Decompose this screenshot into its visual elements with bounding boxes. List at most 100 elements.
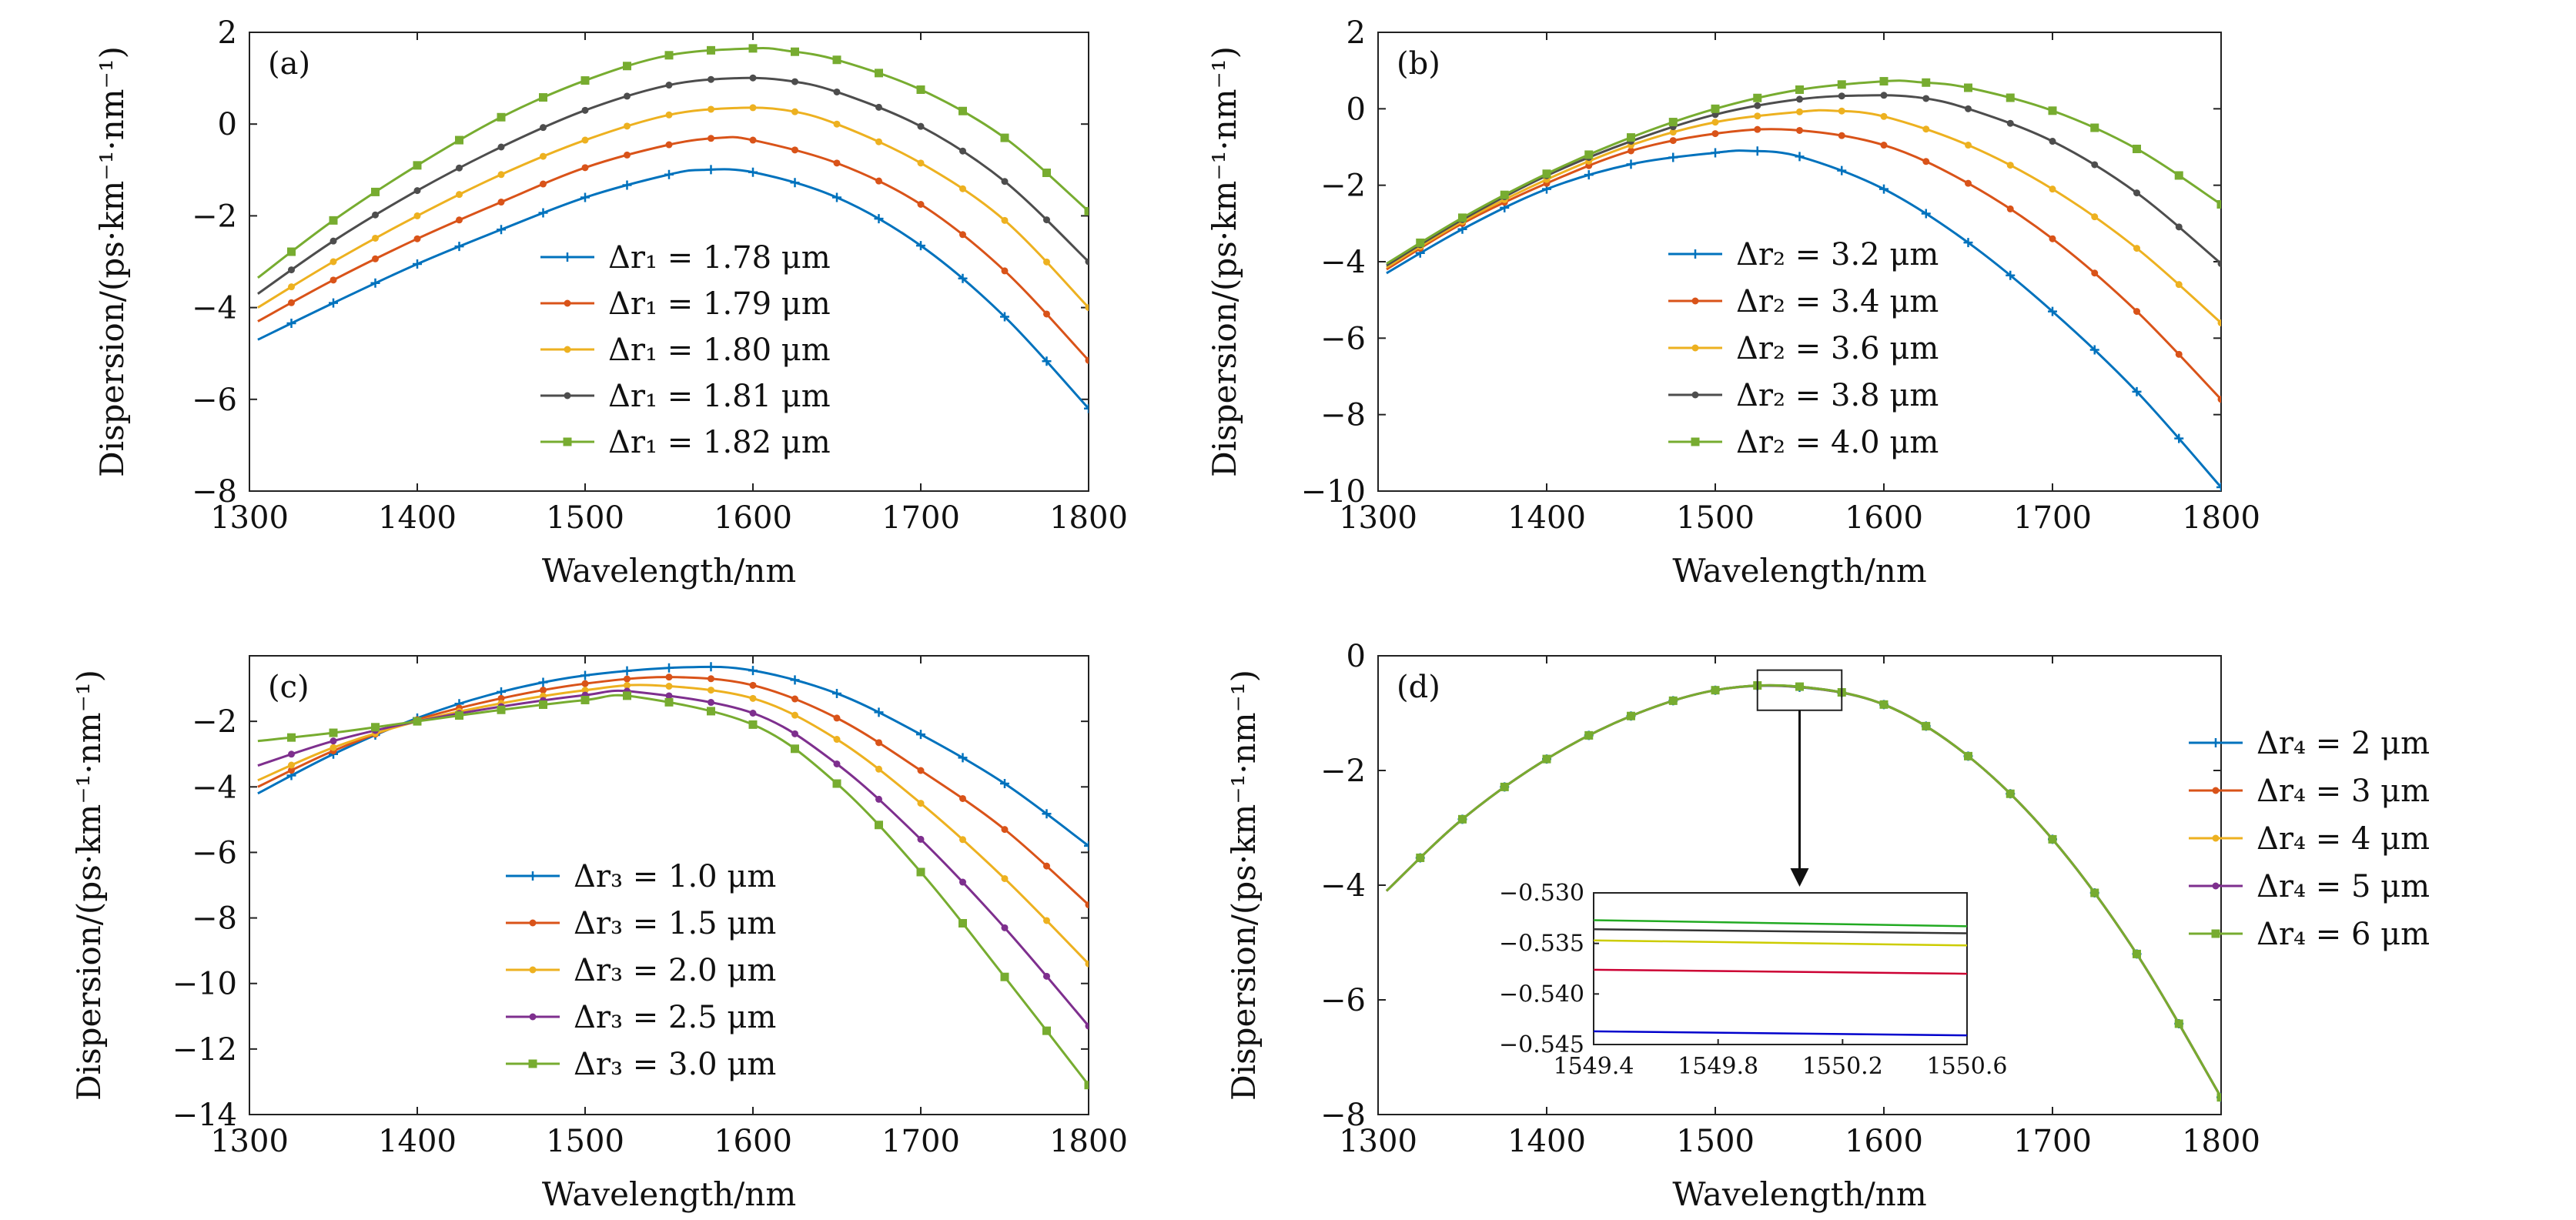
x-tick-label: 1500 [1676, 500, 1755, 536]
series-marker [580, 695, 590, 704]
series-marker [2006, 93, 2015, 102]
series-marker [917, 201, 925, 208]
legend-swatch-marker [2212, 882, 2220, 890]
series-marker [2174, 433, 2184, 443]
series-marker [1753, 93, 1762, 102]
x-tick-label: 1600 [1845, 500, 1923, 536]
series-marker [706, 662, 716, 672]
series-marker [1000, 133, 1009, 142]
series-marker [2216, 200, 2221, 209]
series-marker [1795, 152, 1805, 162]
panel-label: (a) [268, 46, 310, 82]
series-marker [1001, 267, 1009, 275]
series-marker [371, 723, 380, 732]
series-marker [1796, 108, 1803, 115]
series-marker [1043, 310, 1050, 318]
x-tick-label: 1600 [714, 1124, 792, 1159]
series-marker [497, 225, 506, 235]
panel-d: 1300 1400 1500 1600 1700 1800 −8 −6 −4 −2 0 Wavelen… [1225, 639, 2430, 1213]
series-marker [1752, 146, 1762, 156]
series-marker [454, 242, 464, 252]
x-axis-label: Wavelength/nm [1672, 552, 1926, 590]
series-marker [959, 231, 966, 239]
series-marker [580, 76, 590, 85]
series-marker [2175, 281, 2183, 289]
series-marker [665, 82, 673, 89]
series-marker [581, 164, 589, 172]
series-marker [581, 106, 589, 114]
x-tick-label: 1300 [1339, 1124, 1417, 1159]
series-marker [1711, 686, 1720, 695]
legend: Δr₂ = 3.2 μm Δr₂ = 3.4 μm Δr₂ = 3.6 μm Δr₂ … [1668, 237, 1939, 460]
series-marker [2216, 1093, 2221, 1102]
legend-swatch-marker [2212, 787, 2220, 794]
x-tick-label: 1400 [378, 1124, 457, 1159]
x-tick-label: 1500 [1676, 1124, 1755, 1159]
inset-series-line [1593, 1030, 1968, 1037]
series-marker [874, 707, 884, 717]
series-marker [497, 143, 505, 151]
legend: Δr₁ = 1.78 μm Δr₁ = 1.79 μm Δr₁ = 1.80 μm Δ… [540, 240, 831, 460]
y-tick-label: −8 [1320, 1098, 1366, 1133]
inset-x-tick-label: 1550.6 [1927, 1053, 2008, 1080]
series-marker [371, 187, 380, 196]
series-marker [1711, 119, 1719, 126]
series-marker [2090, 888, 2099, 897]
y-tick-label: −4 [1320, 245, 1366, 280]
series-marker [580, 670, 590, 680]
x-tick-label: 1800 [1049, 500, 1128, 536]
x-tick-label: 1400 [1507, 1124, 1586, 1159]
series-marker [497, 687, 506, 697]
series-line [257, 168, 1089, 409]
series-marker [1669, 129, 1677, 136]
series-marker [875, 765, 882, 773]
series-marker [1795, 85, 1804, 94]
series-group [256, 44, 1089, 413]
series-marker [958, 918, 967, 928]
series-marker [1879, 700, 1889, 709]
legend-label: Δr₁ = 1.82 μm [608, 425, 831, 460]
inset-y-tick-label: −0.545 [1499, 1031, 1584, 1058]
series-marker [749, 710, 757, 717]
series-marker [1965, 142, 1972, 149]
series-marker [1085, 258, 1089, 266]
series-marker [791, 108, 798, 115]
series-marker [1001, 924, 1009, 931]
series-marker [1458, 814, 1467, 824]
inset-y-tick-label: −0.535 [1499, 931, 1584, 958]
panel-b: 1300 1400 1500 1600 1700 1800 −10 −8 −6 −4 −2 0 2 Wav… [1206, 15, 2260, 590]
y-tick-label: −4 [1320, 868, 1366, 904]
series-marker [833, 120, 841, 128]
legend-label: Δr₂ = 3.2 μm [1736, 237, 1939, 272]
series-marker [1500, 190, 1509, 199]
x-tick-label: 1400 [1507, 500, 1586, 536]
series-marker [749, 136, 757, 144]
legend-label: Δr₃ = 1.0 μm [574, 859, 776, 894]
series-marker [1001, 216, 1009, 224]
series-marker [1043, 862, 1050, 870]
series-marker [2133, 308, 2140, 316]
series-marker [1754, 102, 1761, 109]
series-marker [1796, 95, 1803, 103]
series-marker [2090, 123, 2099, 132]
series-marker [1084, 1081, 1089, 1090]
series-marker [875, 739, 882, 747]
series-marker [748, 666, 758, 676]
series-marker [2174, 171, 2183, 180]
x-tick-label: 1600 [714, 500, 792, 536]
legend-label: Δr₄ = 3 μm [2257, 774, 2430, 809]
x-tick-label: 1300 [210, 1124, 289, 1159]
legend-swatch-marker [2212, 834, 2220, 842]
series-marker [708, 687, 714, 694]
y-tick-label: 0 [1347, 639, 1366, 674]
x-tick-label: 1300 [210, 500, 289, 536]
series-marker [791, 146, 798, 154]
series-marker [665, 692, 673, 700]
legend-swatch-marker [1691, 249, 1700, 259]
legend-swatch-marker [529, 919, 537, 927]
series-marker [748, 44, 758, 53]
y-tick-label: −2 [1320, 754, 1366, 789]
series-marker [2006, 789, 2015, 798]
series-marker [1668, 118, 1678, 127]
legend-label: Δr₃ = 2.0 μm [574, 953, 776, 988]
